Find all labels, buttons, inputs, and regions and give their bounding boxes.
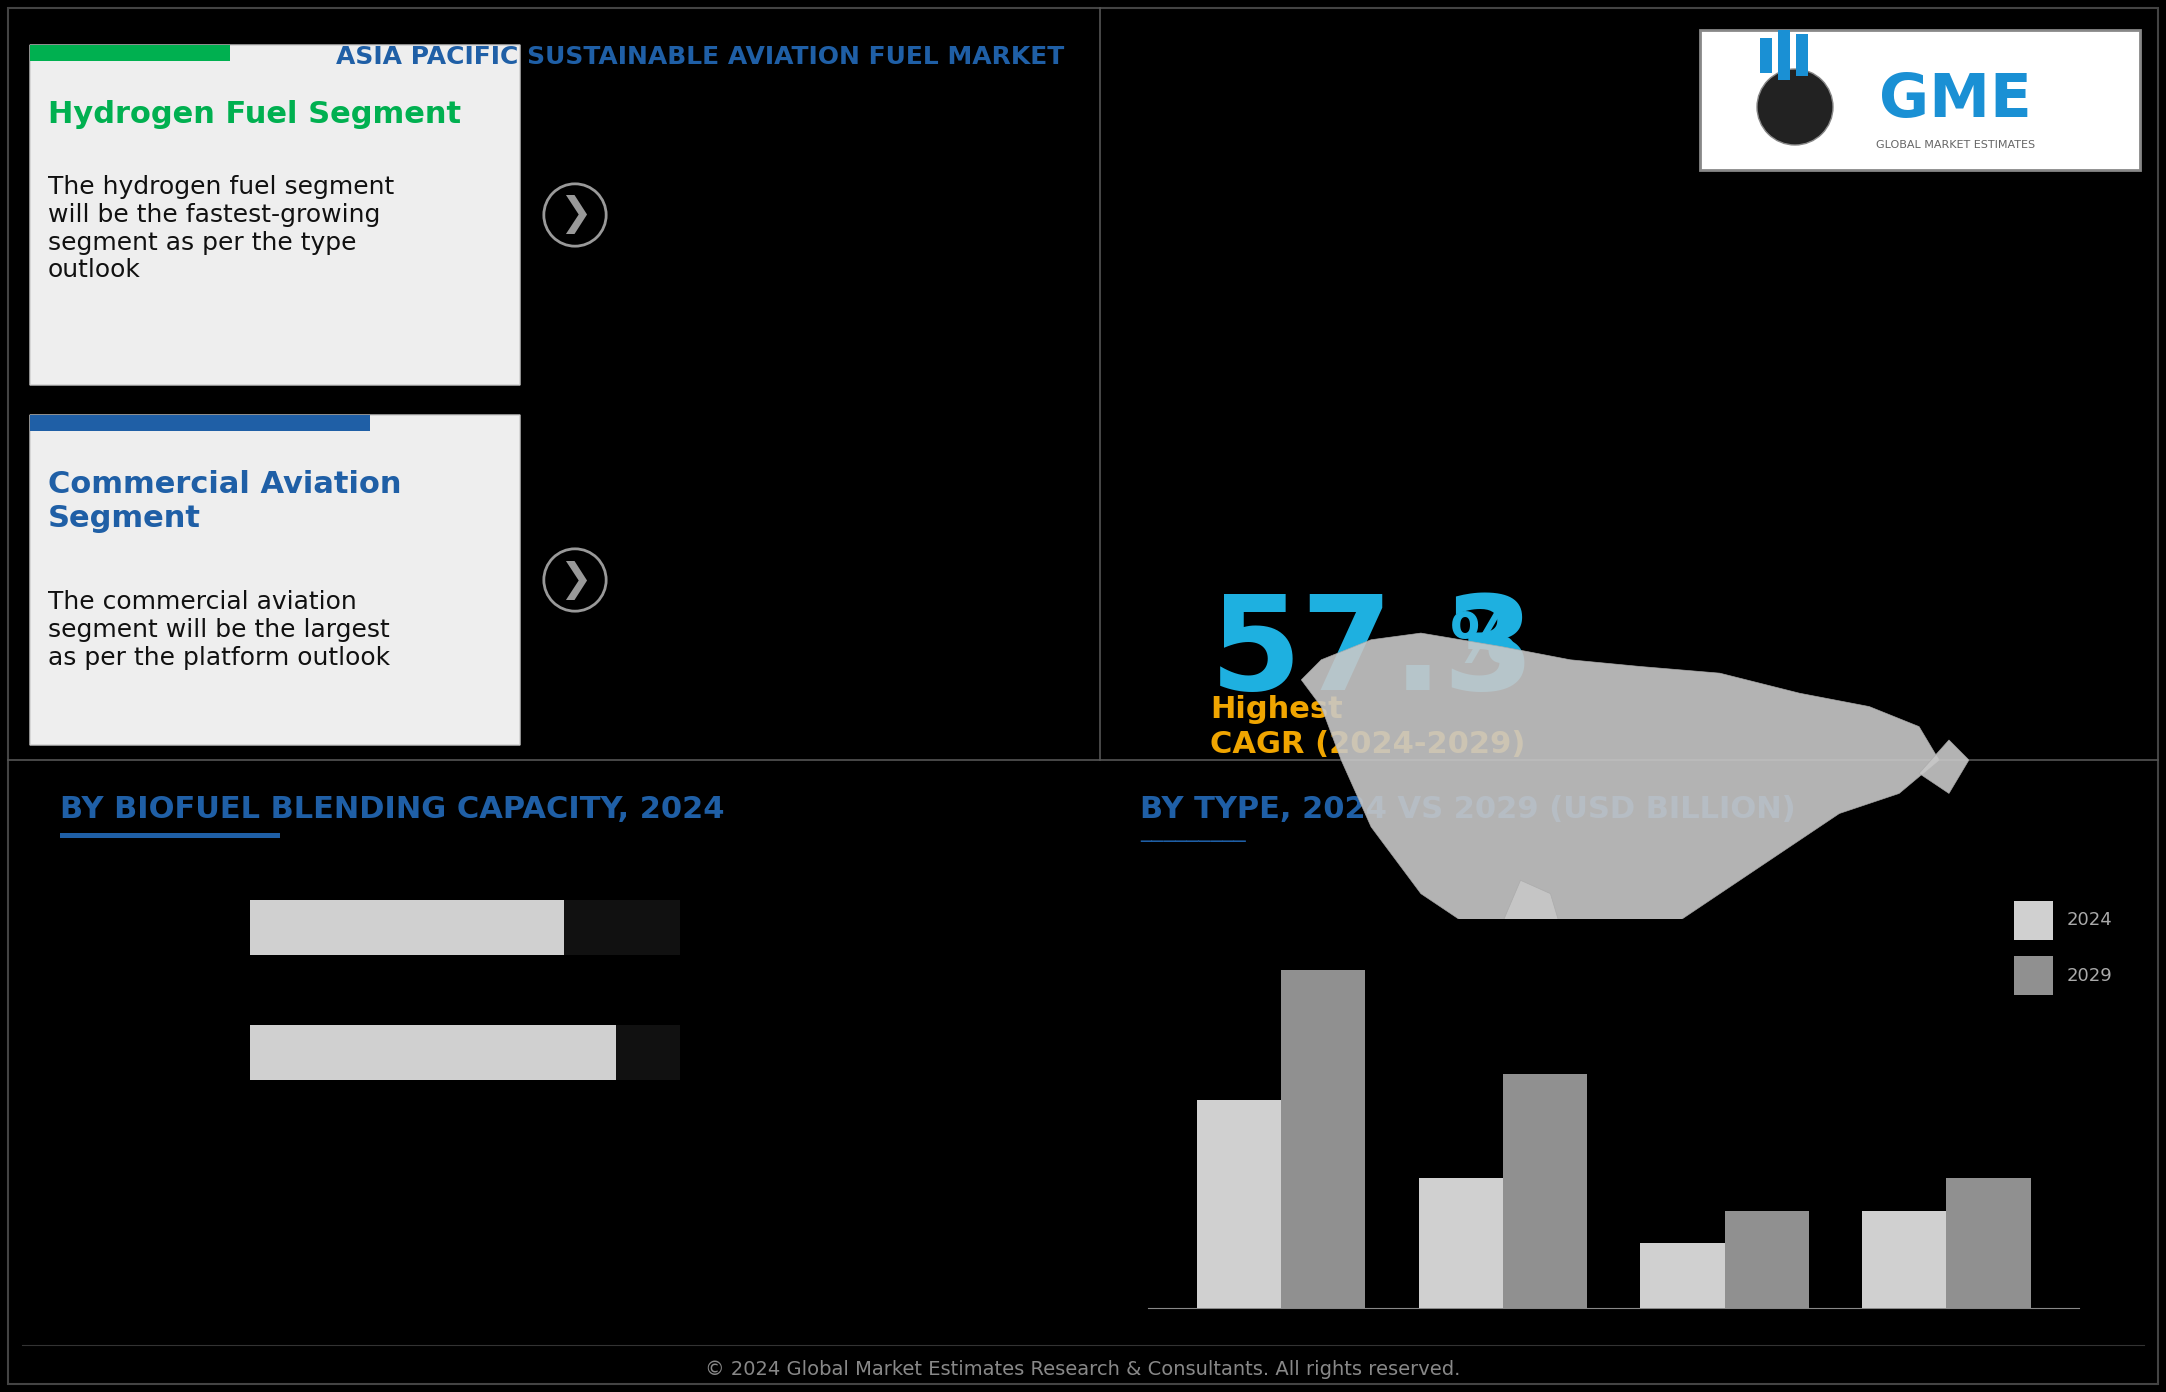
- Bar: [563, 901, 680, 955]
- Text: 2024: 2024: [2066, 912, 2112, 928]
- Bar: [1280, 970, 1365, 1308]
- Bar: [30, 415, 370, 432]
- Text: ❯: ❯: [559, 195, 591, 234]
- Polygon shape: [1700, 974, 1919, 1108]
- Bar: [61, 832, 279, 838]
- Text: BY TYPE, 2024 VS 2029 (USD BILLION): BY TYPE, 2024 VS 2029 (USD BILLION): [1139, 795, 1796, 824]
- Polygon shape: [1919, 741, 1969, 793]
- Bar: [1863, 1211, 1947, 1308]
- Bar: [2014, 956, 2053, 995]
- FancyBboxPatch shape: [30, 415, 520, 745]
- Text: Hydrogen Fuel Segment: Hydrogen Fuel Segment: [48, 100, 461, 129]
- Bar: [2014, 901, 2053, 940]
- Bar: [1778, 31, 1789, 79]
- Bar: [1419, 1178, 1503, 1308]
- Text: ASIA PACIFIC SUSTAINABLE AVIATION FUEL MARKET: ASIA PACIFIC SUSTAINABLE AVIATION FUEL M…: [336, 45, 1064, 70]
- Text: Commercial Aviation
Segment: Commercial Aviation Segment: [48, 470, 401, 533]
- Bar: [1947, 1178, 2030, 1308]
- Text: Highest: Highest: [1211, 695, 1343, 724]
- Bar: [1700, 31, 2140, 170]
- Bar: [1724, 1211, 1809, 1308]
- Bar: [1503, 1073, 1588, 1308]
- Polygon shape: [2008, 1121, 2049, 1175]
- Bar: [30, 45, 230, 61]
- Text: The commercial aviation
segment will be the largest
as per the platform outlook: The commercial aviation segment will be …: [48, 590, 390, 670]
- Text: BY BIOFUEL BLENDING CAPACITY, 2024: BY BIOFUEL BLENDING CAPACITY, 2024: [61, 795, 723, 824]
- Text: GME: GME: [1878, 71, 2032, 129]
- Text: %: %: [1449, 610, 1516, 677]
- Bar: [249, 1025, 615, 1080]
- Polygon shape: [1302, 633, 1939, 1013]
- Text: 57.3: 57.3: [1211, 590, 1536, 717]
- Polygon shape: [1490, 880, 1570, 1061]
- Text: CAGR (2024-2029): CAGR (2024-2029): [1211, 729, 1525, 759]
- Text: 2029: 2029: [2066, 967, 2112, 984]
- Text: ─────────: ─────────: [1139, 832, 1245, 852]
- Bar: [1640, 1243, 1724, 1308]
- Bar: [1796, 33, 1809, 77]
- Bar: [249, 901, 563, 955]
- Text: The hydrogen fuel segment
will be the fastest-growing
segment as per the type
ou: The hydrogen fuel segment will be the fa…: [48, 175, 394, 283]
- FancyBboxPatch shape: [30, 45, 520, 386]
- Text: © 2024 Global Market Estimates Research & Consultants. All rights reserved.: © 2024 Global Market Estimates Research …: [706, 1360, 1460, 1379]
- Text: ❯: ❯: [559, 561, 591, 600]
- Bar: [1761, 38, 1772, 72]
- Polygon shape: [1700, 1075, 1939, 1175]
- Bar: [1198, 1100, 1280, 1308]
- Text: GLOBAL MARKET ESTIMATES: GLOBAL MARKET ESTIMATES: [1876, 139, 2034, 150]
- Circle shape: [1757, 70, 1832, 145]
- Bar: [615, 1025, 680, 1080]
